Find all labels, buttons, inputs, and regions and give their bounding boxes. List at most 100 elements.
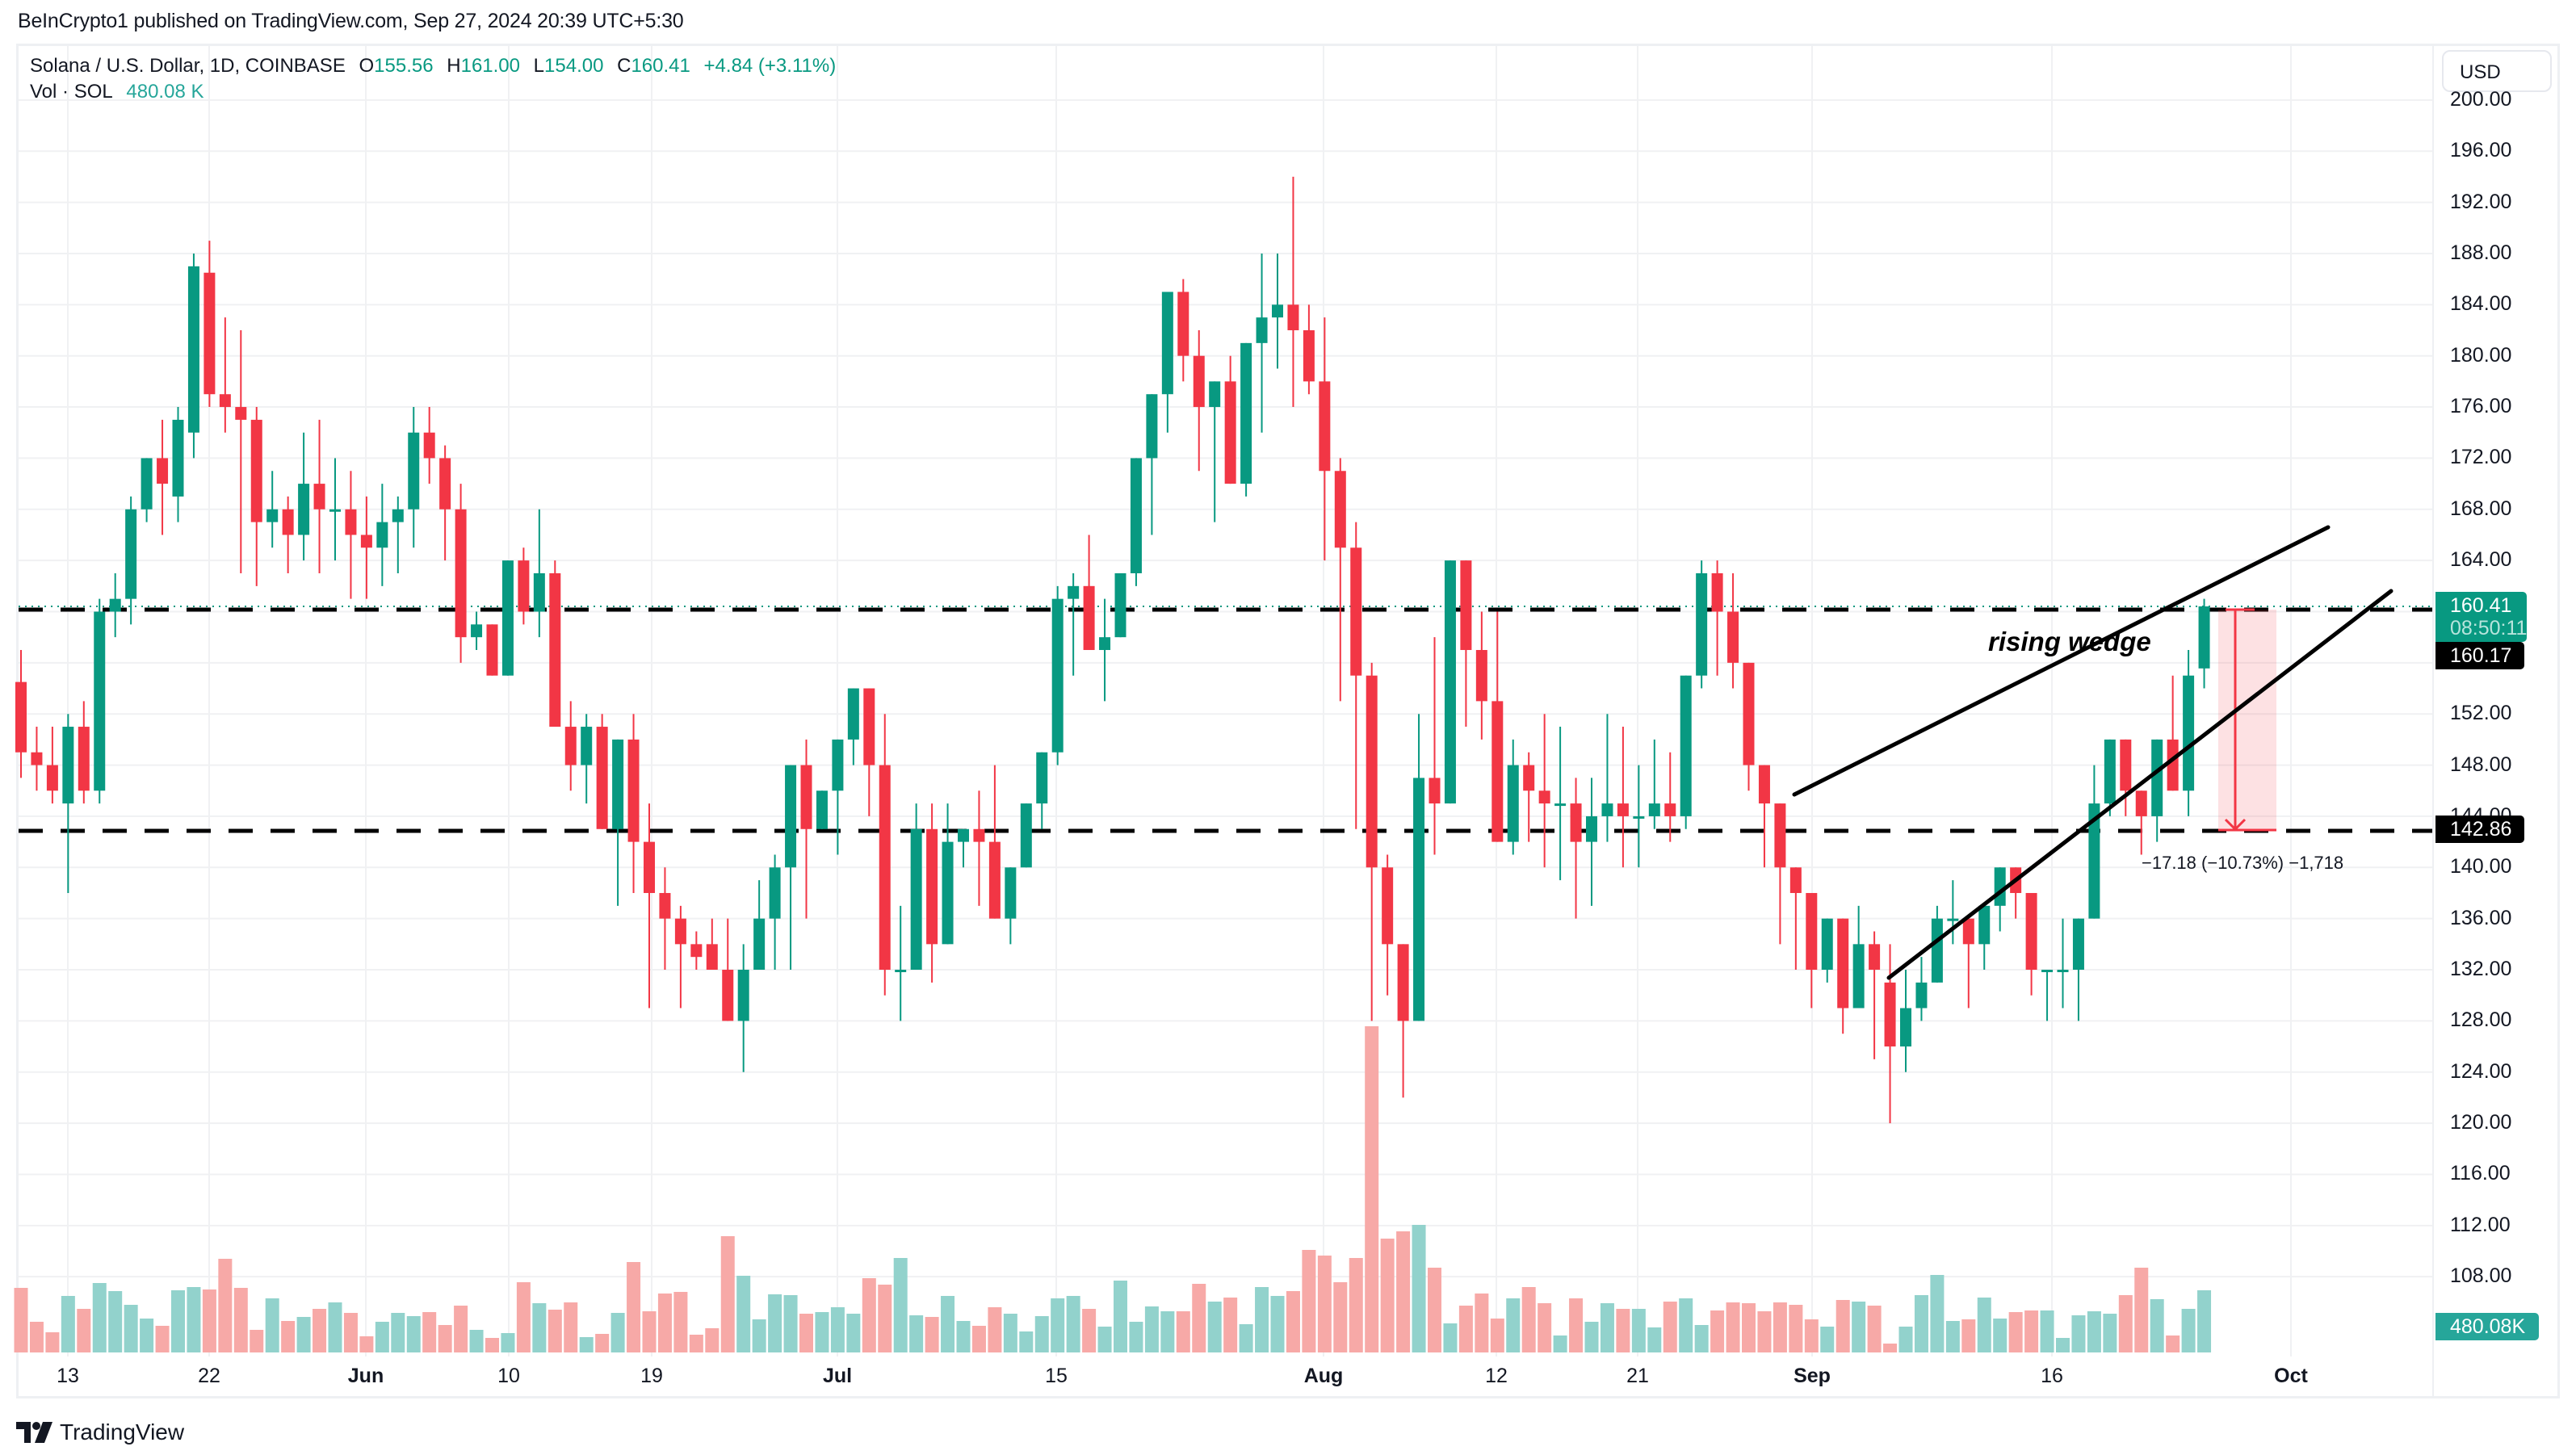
wedge-upper-line[interactable] (1792, 525, 2331, 797)
candle-body (235, 407, 247, 420)
volume-bar (705, 1328, 720, 1352)
candle-body (518, 560, 530, 612)
currency-button[interactable]: USD (2442, 50, 2552, 92)
volume-bar (328, 1302, 342, 1352)
wedge-trendlines[interactable] (1792, 525, 2393, 980)
symbol-title[interactable]: Solana / U.S. Dollar, 1D, COINBASE (30, 55, 346, 77)
candle-body (1821, 918, 1833, 971)
volume-bar (2197, 1290, 2212, 1352)
time-tick-label: Oct (2274, 1365, 2308, 1387)
time-tick-label: 15 (1045, 1365, 1068, 1387)
candle-body (2057, 970, 2069, 973)
pattern-annotation[interactable]: rising wedge (1988, 627, 2151, 656)
volume-bar (1302, 1250, 1316, 1352)
volume-bar (1097, 1327, 1112, 1352)
volume-bar (1255, 1287, 1269, 1352)
candle-body (1397, 944, 1409, 1021)
volume-bar (1239, 1324, 1253, 1352)
candle-body (298, 484, 310, 535)
publish-info: BeInCrypto1 published on TradingView.com… (18, 10, 684, 32)
low-value: 154.00 (544, 55, 604, 77)
time-tick-label: 19 (640, 1365, 663, 1387)
volume-bar (1742, 1303, 1756, 1352)
candle-body (1161, 291, 1173, 395)
price-tick-label: 128.00 (2450, 1008, 2512, 1032)
price-tick-label: 184.00 (2450, 292, 2512, 316)
volume-bar (1333, 1282, 1348, 1352)
candle-body (769, 867, 781, 919)
volume-bar (1993, 1319, 2008, 1352)
volume-label[interactable]: Vol · SOL (30, 81, 113, 103)
candle-body (1051, 598, 1064, 753)
candle-body (910, 828, 922, 971)
volume-bar (610, 1313, 625, 1352)
volume-bar (2024, 1310, 2039, 1352)
candle-body (1978, 905, 1991, 945)
volume-bar (2056, 1338, 2070, 1352)
volume-bar (1836, 1300, 1850, 1352)
wedge-lower-line[interactable] (1886, 589, 2393, 980)
volume-bar (29, 1322, 44, 1352)
volume-bar (1223, 1298, 1238, 1352)
price-tick-label: 188.00 (2450, 241, 2512, 264)
price-tick-label: 148.00 (2450, 753, 2512, 776)
volume-bar (406, 1316, 421, 1352)
volume-bar (1789, 1305, 1803, 1352)
volume-bar (1883, 1344, 1898, 1352)
candle-body (1947, 918, 1959, 921)
candle-body (2135, 790, 2147, 816)
volume-tag: 480.08K (2435, 1313, 2539, 1340)
volume-bar (893, 1258, 908, 1352)
chart-legend: Solana / U.S. Dollar, 1D, COINBASE O155.… (30, 53, 836, 105)
volume-bar (469, 1330, 484, 1352)
candle-body (62, 727, 74, 804)
volume-bar (532, 1303, 547, 1352)
candle-body (1617, 803, 1629, 816)
candle-body (1837, 918, 1849, 1008)
volume-bar (233, 1288, 248, 1352)
volume-bar (941, 1296, 955, 1352)
candle-body (1789, 867, 1802, 893)
price-tick-label: 116.00 (2450, 1162, 2511, 1185)
candle-body (94, 611, 106, 791)
candle-body (1146, 394, 1158, 459)
candle-body (863, 688, 875, 765)
candle-body (455, 509, 467, 638)
tradingview-logo[interactable]: TradingView (16, 1419, 184, 1445)
candle-body (1931, 918, 1943, 983)
volume-bar (202, 1289, 216, 1352)
candle-body (1350, 547, 1362, 676)
candle-body (1287, 304, 1299, 331)
volume-bar (878, 1285, 892, 1352)
volume-bar (171, 1290, 185, 1352)
volume-bar (313, 1309, 327, 1352)
volume-bar (1977, 1298, 1991, 1352)
candle-body (141, 458, 153, 509)
candle-body (360, 535, 372, 548)
time-tick-label: 12 (1485, 1365, 1508, 1387)
volume-bar (564, 1302, 578, 1352)
change-value: +4.84 (+3.11%) (703, 55, 837, 77)
volume-bar (1820, 1327, 1835, 1352)
volume-bar (250, 1330, 264, 1352)
candle-body (973, 828, 985, 842)
candle-body (1869, 944, 1881, 971)
volume-bar (2008, 1312, 2023, 1352)
candle-body (1884, 982, 1896, 1047)
candle-body (1806, 892, 1818, 971)
price-tick-label: 152.00 (2450, 702, 2512, 725)
volume-bar (1930, 1275, 1945, 1352)
volume-bar (1176, 1311, 1190, 1352)
volume-bar (1961, 1319, 1976, 1352)
candle-body (926, 828, 938, 945)
candle-body (1633, 816, 1645, 819)
candle-body (596, 727, 608, 829)
time-tick-label: Jun (347, 1365, 384, 1387)
volume-bar (1804, 1319, 1819, 1352)
price-range-measure[interactable] (2218, 608, 2276, 832)
volume-bar (689, 1335, 703, 1352)
volume-bar (579, 1337, 594, 1352)
candle-body (1319, 381, 1331, 472)
volume-bar (359, 1336, 374, 1352)
